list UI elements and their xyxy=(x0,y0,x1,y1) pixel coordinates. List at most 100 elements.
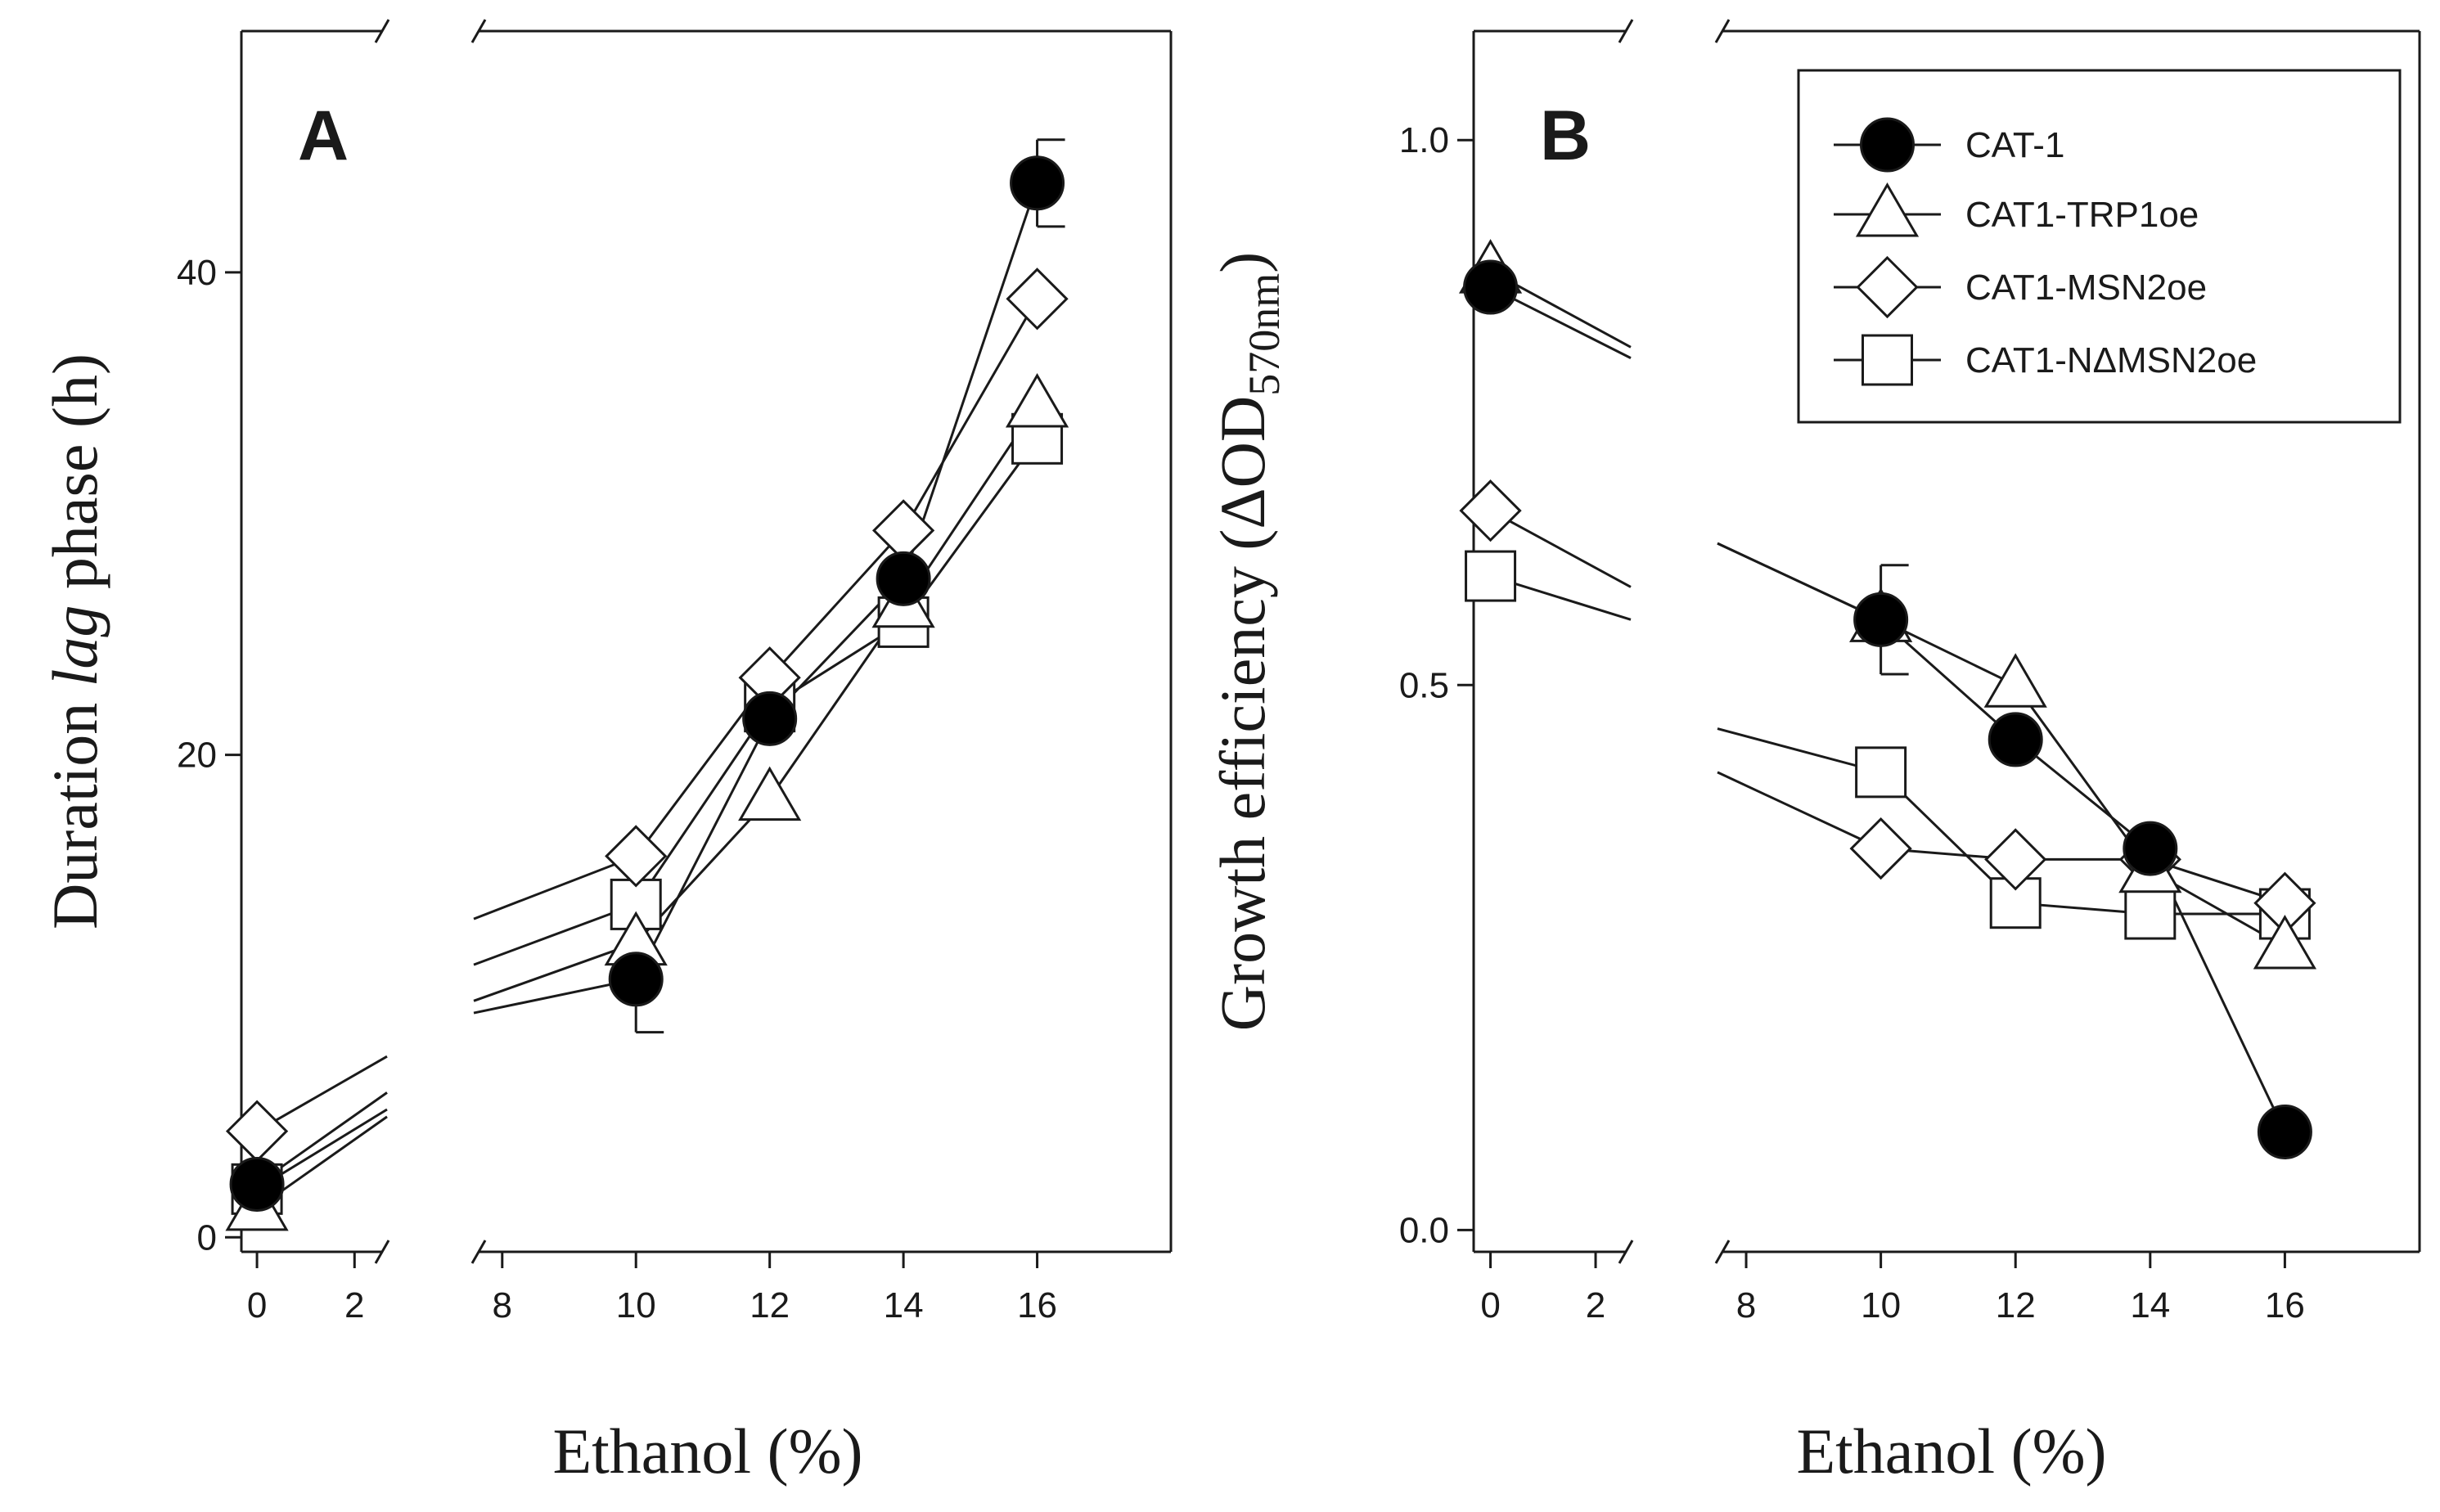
y-axis-label: Growth efficiency (ΔOD570nm) xyxy=(1207,252,1289,1031)
x-tick-label: 14 xyxy=(884,1285,924,1325)
series-line xyxy=(634,182,1038,980)
x-tick-label: 12 xyxy=(1996,1285,2036,1325)
panel-b-growth-efficiency: 0 2 8 10 12 14 16 0.0 0.5 1.0 B Ethanol (%) Growth e… xyxy=(1207,19,2421,1487)
y-axis-label-italic: lag xyxy=(39,605,110,687)
series-line xyxy=(1717,771,1882,850)
data-point-circle xyxy=(2123,821,2178,876)
data-point-circle xyxy=(1853,592,1909,647)
data-point-diamond xyxy=(1006,268,1069,331)
series-line xyxy=(473,978,637,1015)
series-line xyxy=(1489,509,1632,588)
series-line xyxy=(1880,619,2286,1133)
series-line xyxy=(473,902,637,966)
y-axis-label-subscript: 570nm xyxy=(1240,273,1289,396)
x-tick-label: 0 xyxy=(1480,1285,1500,1325)
data-point-diamond xyxy=(225,1100,289,1163)
data-point-circle xyxy=(1463,259,1519,315)
legend-label: CAT-1 xyxy=(1965,125,2064,165)
x-tick-label: 10 xyxy=(616,1285,656,1325)
legend: CAT-1 CAT1-TRP1oe CAT1-MSN2oe CAT1-NΔMSN2oe xyxy=(1797,69,2402,424)
x-tick-label: 16 xyxy=(1017,1285,1057,1325)
legend-label: CAT1-NΔMSN2oe xyxy=(1965,340,2257,380)
y-axis-label-text: phase (h) xyxy=(39,353,110,605)
series-line xyxy=(1880,847,2285,905)
axis-break-mark xyxy=(1714,1240,1731,1264)
series-line xyxy=(634,438,1038,906)
axis-break-mark xyxy=(470,1240,487,1264)
data-point-square xyxy=(1465,550,1517,602)
data-point-diamond xyxy=(1849,817,1912,880)
legend-marker-triangle xyxy=(1855,182,1920,237)
data-point-triangle xyxy=(1005,373,1069,428)
x-tick-label: 2 xyxy=(344,1285,364,1325)
data-point-diamond xyxy=(871,499,935,562)
panel-label: A xyxy=(298,97,349,175)
legend-marker-diamond xyxy=(1856,255,1919,319)
series-line xyxy=(635,404,1038,944)
data-point-circle xyxy=(1010,155,1065,211)
y-tick-label: 0.5 xyxy=(1399,665,1449,705)
data-point-triangle xyxy=(2253,915,2317,970)
series-line xyxy=(1717,542,1882,621)
data-point-circle xyxy=(1988,712,2043,767)
x-axis-label: Ethanol (%) xyxy=(552,1415,862,1487)
series-line xyxy=(1880,771,2285,916)
y-tick-label: 0.0 xyxy=(1399,1210,1449,1250)
data-point-circle xyxy=(229,1156,285,1212)
x-tick-label: 12 xyxy=(750,1285,790,1325)
series-diamond xyxy=(1489,509,2285,905)
series-line xyxy=(635,298,1038,857)
y-tick-label: 1.0 xyxy=(1399,120,1449,160)
data-point-triangle xyxy=(1983,653,2047,708)
series-line xyxy=(1717,727,1882,774)
axis-break-mark xyxy=(374,1240,390,1264)
legend-entry: CAT1-TRP1oe xyxy=(1834,182,2199,237)
axis-break-mark xyxy=(1618,19,1634,43)
data-point-circle xyxy=(876,551,931,606)
legend-entry: CAT1-NΔMSN2oe xyxy=(1834,334,2257,386)
axis-break-mark xyxy=(470,19,487,43)
y-axis-label-text: Duration xyxy=(39,686,110,929)
data-point-square xyxy=(1855,746,1907,799)
legend-label: CAT1-MSN2oe xyxy=(1965,268,2207,308)
x-tick-label: 2 xyxy=(1586,1285,1605,1325)
data-point-circle xyxy=(608,952,664,1007)
series-circle xyxy=(256,138,1065,1186)
y-tick-label: 20 xyxy=(177,736,217,776)
x-axis-label: Ethanol (%) xyxy=(1796,1415,2106,1487)
panel-a-duration-lag-phase: 0 2 8 10 12 14 16 0 20 40 A Ethanol (%) Duration lag… xyxy=(39,19,1173,1487)
y-tick-label: 0 xyxy=(197,1217,217,1258)
data-point-diamond xyxy=(1984,828,2047,891)
data-point-diamond xyxy=(1459,479,1522,542)
y-axis-label-text: ) xyxy=(1207,252,1278,273)
series-line xyxy=(256,1055,388,1132)
series-line xyxy=(473,855,637,920)
series-square xyxy=(256,438,1038,1190)
y-tick-label: 40 xyxy=(177,253,217,293)
series-diamond xyxy=(256,298,1038,1132)
x-tick-label: 14 xyxy=(2130,1285,2170,1325)
legend-label: CAT1-TRP1oe xyxy=(1965,195,2199,235)
data-point-diamond xyxy=(605,825,668,888)
series-line xyxy=(473,942,637,1002)
legend-marker-square xyxy=(1862,334,1913,386)
y-axis-label-text: Growth efficiency (ΔOD xyxy=(1207,396,1278,1031)
x-tick-label: 10 xyxy=(1861,1285,1901,1325)
x-tick-label: 8 xyxy=(1736,1285,1756,1325)
axis-break-mark xyxy=(374,19,390,43)
series-line xyxy=(1880,619,2286,948)
legend-marker-circle xyxy=(1860,117,1915,173)
panel-label: B xyxy=(1540,97,1591,175)
x-tick-label: 16 xyxy=(2265,1285,2305,1325)
legend-entry: CAT1-MSN2oe xyxy=(1834,255,2207,319)
legend-entry: CAT-1 xyxy=(1834,117,2064,173)
axis-break-mark xyxy=(1618,1240,1634,1264)
x-tick-label: 8 xyxy=(493,1285,512,1325)
data-point-circle xyxy=(2257,1104,2312,1159)
data-point-circle xyxy=(742,691,798,746)
data-point-triangle xyxy=(738,766,802,821)
x-tick-label: 0 xyxy=(247,1285,267,1325)
axis-break-mark xyxy=(1714,19,1731,43)
y-axis-label: Duration lag phase (h) xyxy=(39,353,110,929)
